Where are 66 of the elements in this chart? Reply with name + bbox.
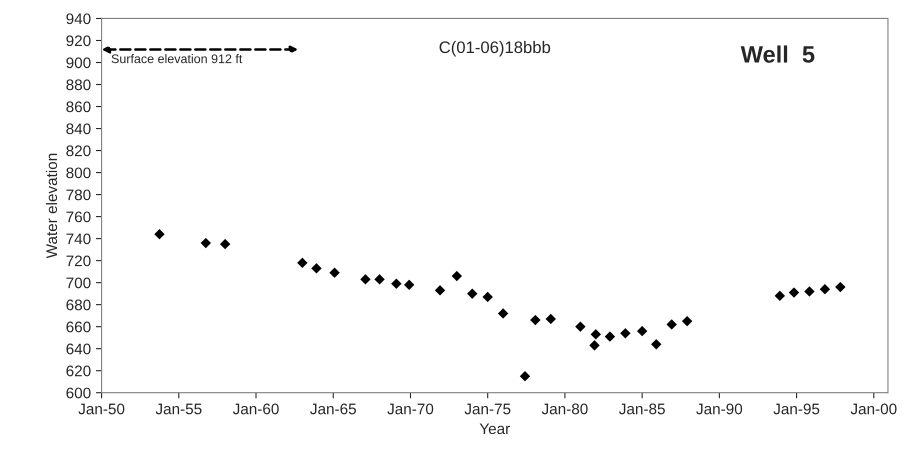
- x-tick-label: Jan-75: [464, 404, 510, 414]
- point: [329, 268, 340, 278]
- y-tick-label: 900: [66, 57, 91, 68]
- point: [404, 280, 414, 290]
- point: [589, 340, 600, 351]
- point: [467, 288, 478, 299]
- y-tick-label: 880: [66, 79, 91, 90]
- point: [620, 328, 631, 338]
- y-tick-label: 820: [66, 145, 91, 156]
- point: [374, 274, 385, 285]
- point: [774, 290, 786, 302]
- x-tick-label: Jan-65: [310, 404, 356, 414]
- y-tick-label: 920: [66, 35, 91, 46]
- point: [220, 238, 230, 250]
- y-axis-title: Water elevation: [46, 154, 58, 258]
- point: [391, 278, 402, 289]
- x-tick-label: Jan-90: [696, 404, 742, 414]
- x-axis-title: Year: [480, 423, 510, 434]
- point: [590, 329, 602, 340]
- x-tick-label: Jan-00: [850, 404, 897, 414]
- x-tick-label: Jan-95: [773, 404, 820, 414]
- point: [835, 282, 846, 292]
- point: [820, 284, 830, 294]
- y-tick-label: 860: [66, 101, 91, 112]
- point: [651, 339, 662, 350]
- y-tick-label: 940: [66, 13, 91, 24]
- point: [636, 326, 648, 336]
- point: [154, 229, 165, 240]
- point: [546, 314, 556, 324]
- point: [666, 319, 677, 330]
- x-tick-label: Jan-60: [232, 404, 279, 414]
- point: [200, 238, 212, 248]
- annotation: C(01-06)18bbb: [440, 40, 550, 56]
- point: [360, 274, 371, 285]
- y-tick-label: 600: [66, 388, 91, 398]
- annotation: Surface elevation 912 ft: [112, 54, 242, 64]
- y-tick-label: 680: [66, 300, 91, 310]
- point: [788, 287, 800, 298]
- point: [604, 331, 616, 342]
- point: [452, 270, 462, 282]
- point: [682, 316, 692, 326]
- x-tick-label: Jan-50: [78, 404, 124, 414]
- text: Well 5: [740, 45, 814, 63]
- point: [804, 286, 815, 297]
- y-tick-label: 720: [66, 255, 91, 266]
- x-tick-label: Jan-85: [619, 404, 665, 414]
- point: [297, 258, 308, 268]
- y-tick-label: 640: [66, 344, 91, 354]
- y-tick-label: 700: [66, 278, 91, 288]
- point: [498, 308, 508, 319]
- y-tick-label: 760: [66, 211, 91, 222]
- y-tick-label: 660: [66, 322, 91, 332]
- y-tick-label: 620: [66, 366, 91, 376]
- point: [434, 285, 446, 296]
- x-tick-label: Jan-70: [387, 404, 434, 414]
- y-tick-label: 840: [66, 123, 91, 134]
- point: [530, 314, 541, 326]
- y-tick-label: 740: [66, 233, 91, 244]
- point: [311, 263, 322, 274]
- y-tick-label: 800: [66, 167, 91, 178]
- x-tick-label: Jan-55: [156, 404, 202, 414]
- y-tick-label: 780: [66, 189, 91, 200]
- x-tick-label: Jan-80: [542, 404, 588, 414]
- point: [520, 370, 530, 382]
- point: [482, 292, 493, 302]
- point: [575, 321, 586, 332]
